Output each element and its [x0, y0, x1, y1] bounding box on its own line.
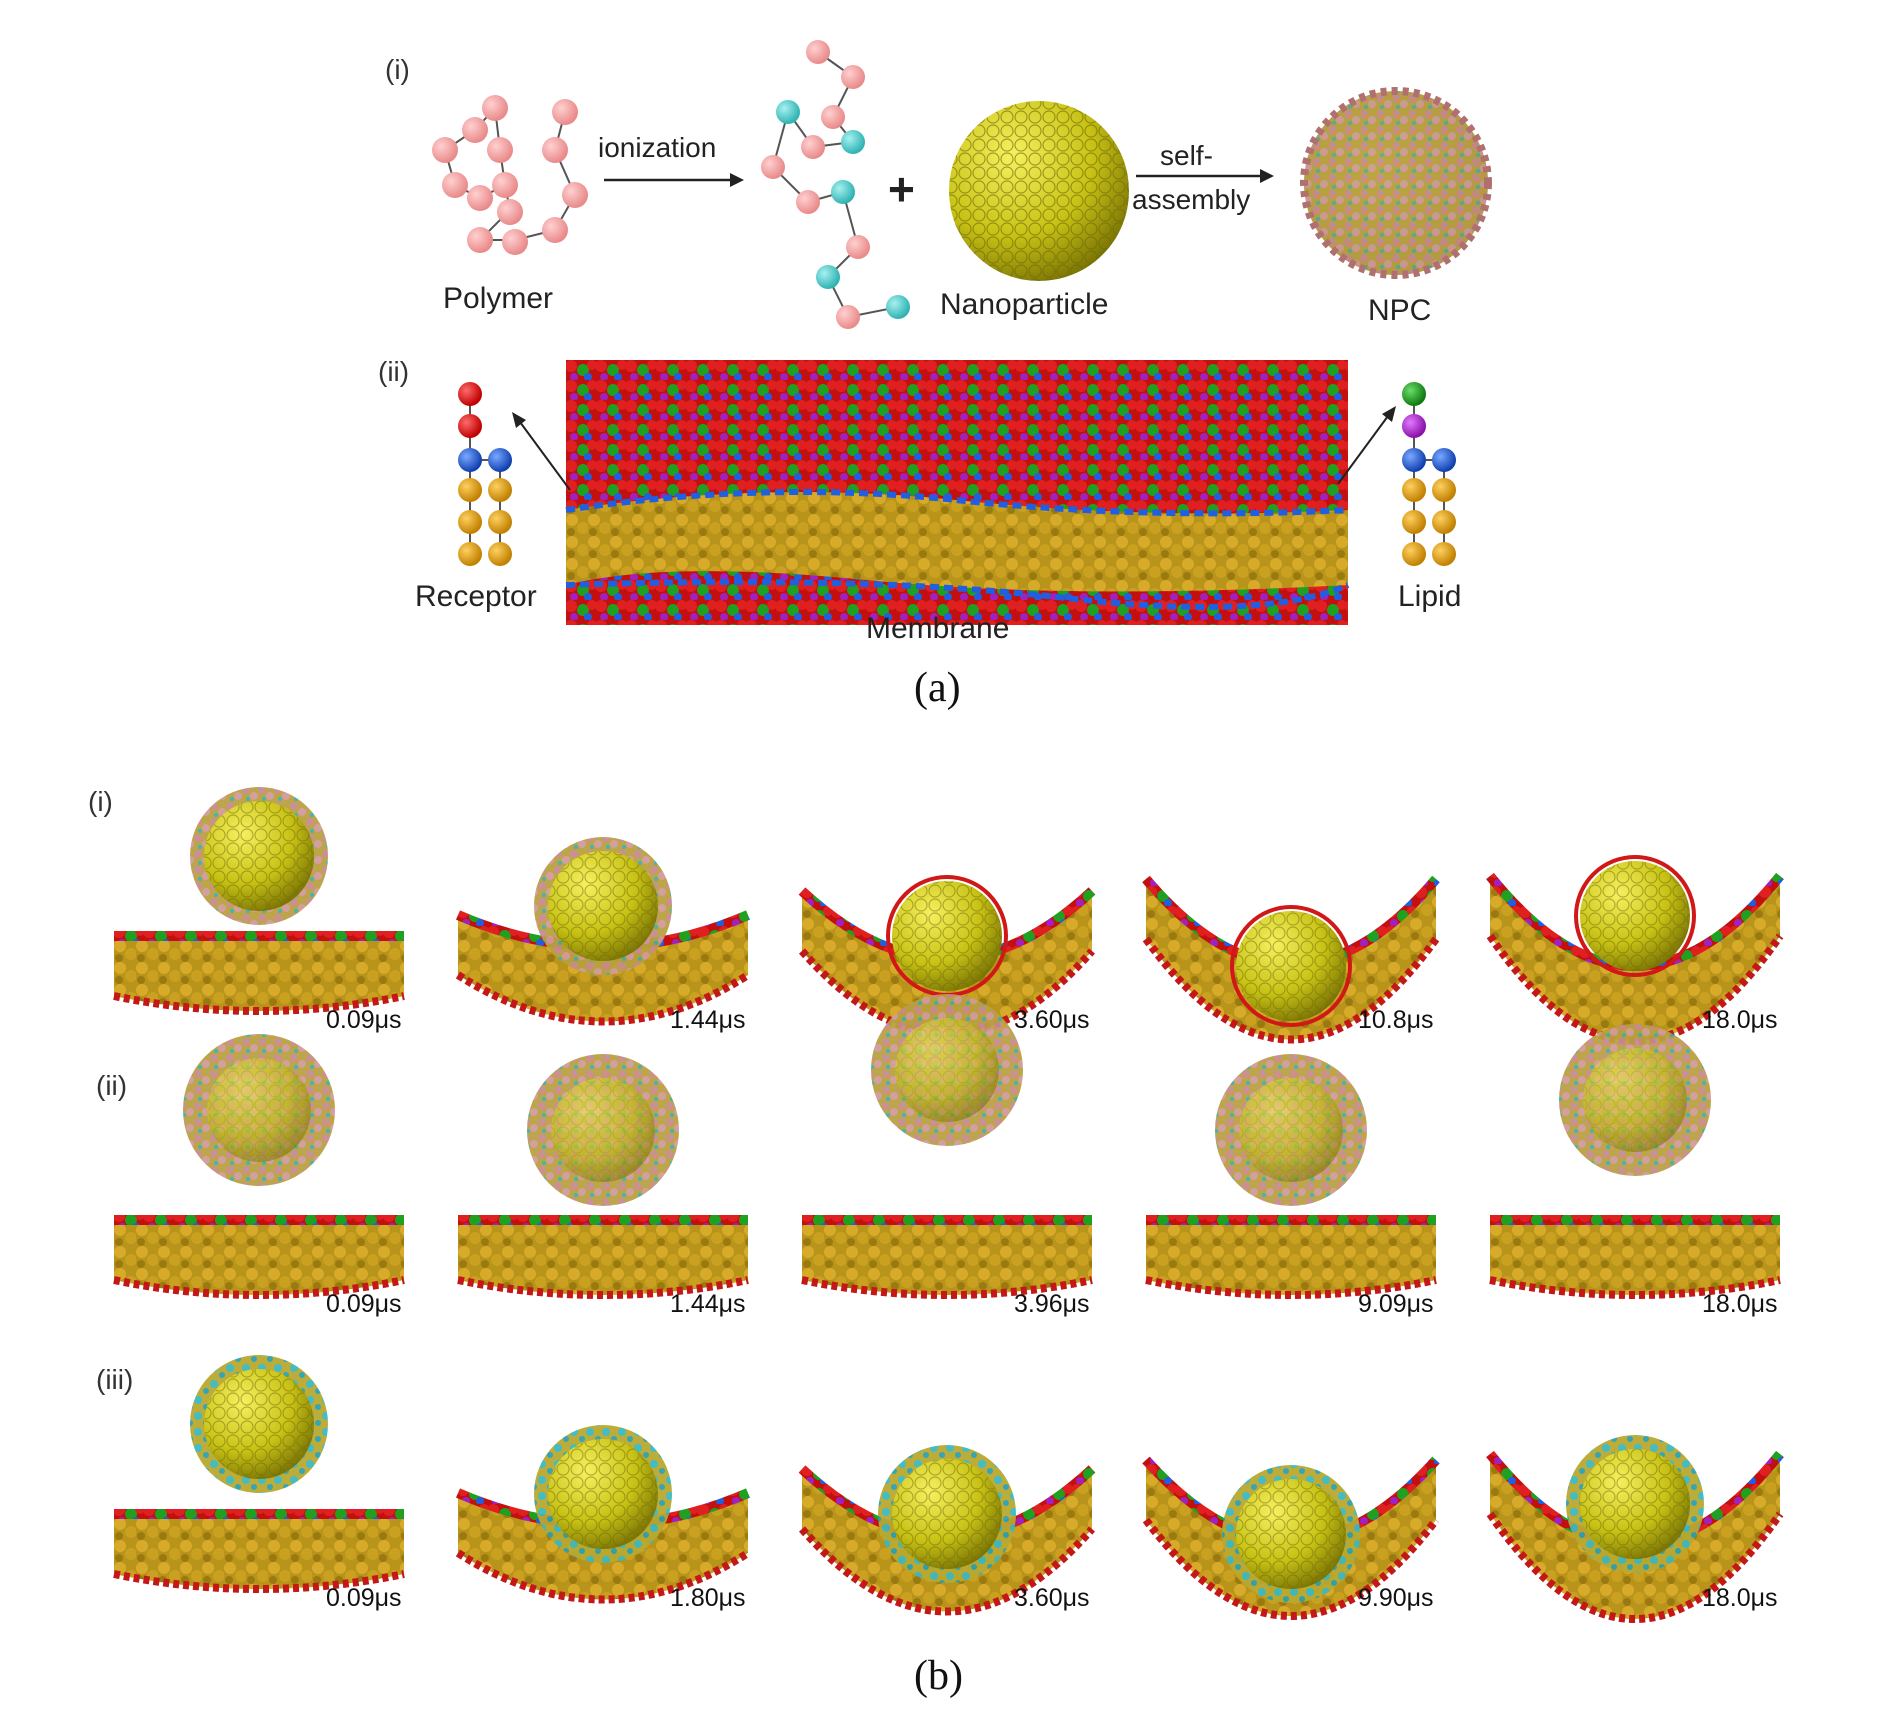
snapshot-row2-col4	[1145, 1054, 1437, 1299]
membrane-slab	[114, 1514, 404, 1589]
membrane-bottom-heads	[113, 1276, 405, 1299]
membrane-slab	[114, 936, 404, 1011]
snapshot-row3-col2	[455, 1425, 751, 1604]
time-label-row1-col1: 0.09μs	[326, 1006, 402, 1034]
time-label-row1-col5: 18.0μs	[1702, 1006, 1778, 1034]
membrane-slab	[1146, 879, 1436, 1040]
lipid-illustration	[1402, 382, 1456, 566]
membrane-slab	[458, 1220, 748, 1295]
ionization-label: ionization	[598, 132, 717, 163]
membrane-slab	[1490, 1454, 1780, 1619]
time-label-row3-col1: 0.09μs	[326, 1584, 402, 1612]
nanoparticle-mesh	[548, 851, 658, 961]
self-assembly-label-line1: self-	[1160, 140, 1213, 171]
membrane-bottom-heads	[455, 1549, 751, 1604]
membrane-illustration	[565, 360, 1350, 625]
polymer-coil-illustration	[432, 95, 588, 255]
time-label-row2-col2: 1.44μs	[670, 1290, 746, 1318]
snapshot-row2-col3	[801, 994, 1093, 1299]
membrane-bottom-heads	[1145, 1276, 1437, 1299]
membrane-slab	[1146, 1220, 1436, 1295]
snapshot-row1-col4	[1142, 875, 1440, 1044]
nanoparticle-mesh	[895, 1018, 999, 1122]
receptor-label: Receptor	[415, 580, 537, 613]
snapshot-row3-col4	[1142, 1456, 1440, 1620]
time-label-row3-col4: 9.90μs	[1358, 1584, 1434, 1612]
npc-illustration	[1300, 87, 1492, 279]
nanoparticle-mesh	[1236, 1479, 1346, 1589]
panel-b-caption: (b)	[914, 1653, 963, 1699]
snapshot-row3-col1	[113, 1355, 405, 1593]
lipid-label: Lipid	[1398, 580, 1462, 613]
membrane-bottom-heads	[1486, 1511, 1784, 1623]
panel-a-row-i-label: (i)	[385, 54, 410, 85]
membrane-bottom-heads	[455, 971, 751, 1026]
time-label-row2-col3: 3.96μs	[1014, 1290, 1090, 1318]
time-label-row3-col5: 18.0μs	[1702, 1584, 1778, 1612]
receptor-pointer-arrow	[512, 412, 571, 491]
time-label-row3-col3: 3.60μs	[1014, 1584, 1090, 1612]
snapshot-row1-col3	[798, 875, 1096, 1038]
nanoparticle-mesh	[1583, 1048, 1687, 1152]
polymer-label: Polymer	[443, 282, 554, 315]
receptor-ring	[1574, 855, 1696, 977]
nanoparticle-mesh	[551, 1078, 655, 1182]
panel-b-row-ii-label: (ii)	[96, 1070, 128, 1101]
membrane-bottom-heads	[457, 1276, 749, 1299]
membrane-slab	[114, 1220, 404, 1295]
membrane-slab	[1146, 1460, 1436, 1616]
ionization-arrow	[604, 173, 744, 187]
nanoparticle-mesh	[207, 1058, 311, 1162]
panel-a-row-ii-label: (ii)	[378, 356, 410, 387]
membrane-bottom-heads	[798, 1526, 1096, 1616]
panel-a-caption: (a)	[914, 665, 961, 711]
nanoparticle-mesh	[1580, 861, 1690, 971]
membrane-bottom-heads	[801, 1276, 1093, 1299]
nanoparticle-mesh	[1239, 1078, 1343, 1182]
membrane-slab	[802, 1220, 1092, 1295]
panel-b-row-iii-label: (iii)	[96, 1364, 134, 1395]
nanoparticle-mesh	[1580, 1449, 1690, 1559]
membrane-bottom-heads	[113, 992, 405, 1015]
membrane-slab	[1490, 1220, 1780, 1295]
time-label-row2-col1: 0.09μs	[326, 1290, 402, 1318]
ionized-polymer-illustration	[761, 40, 910, 329]
time-label-row1-col4: 10.8μs	[1358, 1006, 1434, 1034]
snapshot-row2-col1	[113, 1034, 405, 1299]
membrane-slab	[1490, 876, 1780, 1041]
nanoparticle-mesh	[548, 1439, 658, 1549]
time-label-row3-col2: 1.80μs	[670, 1584, 746, 1612]
snapshot-row2-col2	[457, 1054, 749, 1299]
panel-b-row-i-label: (i)	[88, 786, 113, 817]
nanoparticle-mesh	[892, 1459, 1002, 1569]
plus-sign: +	[888, 163, 915, 215]
nanoparticle-label: Nanoparticle	[940, 288, 1109, 321]
receptor-illustration	[458, 382, 512, 566]
snapshot-row1-col1	[113, 787, 405, 1015]
nanoparticle-illustration	[949, 101, 1129, 281]
snapshot-row1-col5	[1486, 855, 1784, 1045]
membrane-bottom-heads	[113, 1570, 405, 1593]
membrane-bottom-heads	[1142, 936, 1440, 1044]
snapshot-row3-col3	[798, 1445, 1096, 1616]
time-label-row2-col4: 9.09μs	[1358, 1290, 1434, 1318]
time-label-row1-col3: 3.60μs	[1014, 1006, 1090, 1034]
time-label-row1-col2: 1.44μs	[670, 1006, 746, 1034]
snapshot-row3-col5	[1486, 1435, 1784, 1623]
npc-label: NPC	[1368, 294, 1432, 327]
snapshot-row2-col5	[1489, 1024, 1781, 1299]
time-label-row2-col5: 18.0μs	[1702, 1290, 1778, 1318]
nanoparticle-mesh	[204, 801, 314, 911]
nanoparticle-mesh	[1236, 911, 1346, 1021]
membrane-bottom-heads	[1489, 1276, 1781, 1299]
nanoparticle-mesh	[892, 881, 1002, 991]
snapshot-row1-col2	[455, 837, 751, 1026]
nanoparticle-mesh	[204, 1369, 314, 1479]
self-assembly-arrow	[1136, 169, 1274, 183]
receptor-ring	[1230, 905, 1352, 1027]
lipid-pointer-arrow	[1337, 406, 1396, 485]
membrane-label: Membrane	[866, 612, 1010, 645]
membrane-bottom-heads	[1142, 1517, 1440, 1620]
self-assembly-label-line2: assembly	[1132, 184, 1251, 215]
